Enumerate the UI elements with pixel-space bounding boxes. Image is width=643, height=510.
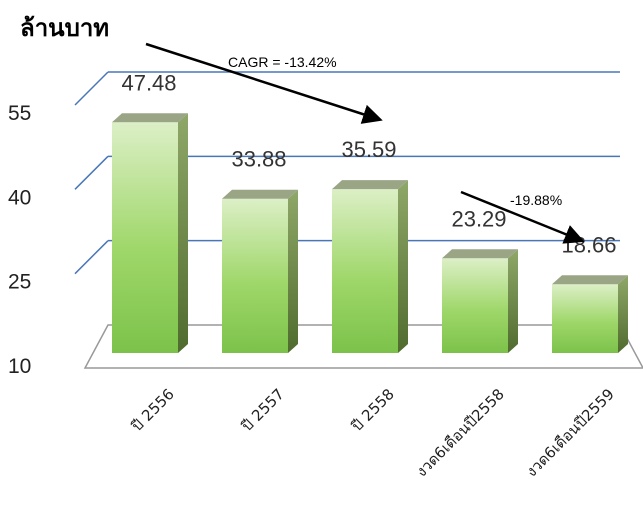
- bar-side: [508, 249, 518, 353]
- y-tick-label: 55: [8, 102, 31, 125]
- bar-side: [178, 113, 188, 353]
- value-label: 47.48: [121, 70, 176, 95]
- bar-side: [288, 189, 298, 353]
- bar-top: [552, 275, 628, 285]
- bar: [442, 258, 508, 353]
- gridline-side: [74, 240, 109, 275]
- unit-title: ล้านบาท: [20, 14, 109, 42]
- bar-side: [398, 180, 408, 353]
- trend-arrow: [145, 42, 383, 124]
- gridline-side: [74, 155, 109, 190]
- y-tick-label: 40: [8, 186, 31, 209]
- value-label: 33.88: [231, 147, 286, 172]
- annotations: CAGR = -13.42% -19.88%: [145, 42, 585, 244]
- y-tick-label: 25: [8, 271, 31, 294]
- x-tick-label: งวด6เดือนปี2558: [412, 385, 507, 480]
- y-axis: 10 25 40 55: [8, 102, 31, 378]
- annotation-label: CAGR = -13.42%: [228, 54, 337, 70]
- bar-top: [112, 113, 188, 123]
- trend-arrow: [460, 190, 585, 244]
- x-tick-label: งวด6เดือนปี2559: [522, 385, 617, 480]
- bar: [332, 189, 398, 353]
- gridline-side: [74, 71, 109, 106]
- bar-top: [222, 189, 298, 199]
- x-tick-label: ปี 2558: [347, 385, 397, 435]
- annotation-label: -19.88%: [510, 192, 562, 208]
- y-tick-label: 10: [8, 355, 31, 378]
- bar-side: [618, 275, 628, 353]
- bar-top: [332, 180, 408, 190]
- bars: [112, 113, 628, 353]
- x-axis: ปี 2556 ปี 2557 ปี 2558 งวด6เดือนปี2558 งวด6…: [127, 385, 617, 480]
- bar-top: [442, 249, 518, 259]
- value-label: 23.29: [451, 206, 506, 231]
- bar: [112, 122, 178, 353]
- bar: [222, 198, 288, 353]
- bar: [552, 284, 618, 353]
- value-label: 35.59: [341, 137, 396, 162]
- x-tick-label: ปี 2557: [237, 385, 287, 435]
- x-tick-label: ปี 2556: [127, 385, 177, 435]
